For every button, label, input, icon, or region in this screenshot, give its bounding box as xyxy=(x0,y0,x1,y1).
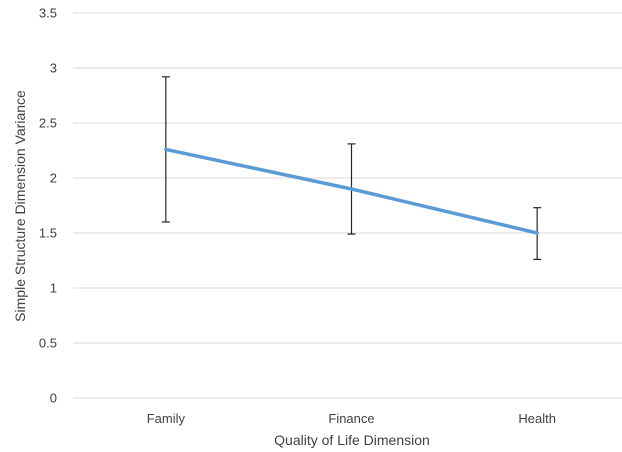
y-tick-label: 3.5 xyxy=(39,6,57,21)
y-tick-label: 3 xyxy=(50,61,57,76)
x-axis-tick-labels: Family Finance Health xyxy=(147,411,556,426)
x-tick-label: Health xyxy=(518,411,556,426)
y-tick-label: 0 xyxy=(50,391,57,406)
y-tick-label: 0.5 xyxy=(39,336,57,351)
data-point xyxy=(350,187,353,191)
y-tick-label: 2.5 xyxy=(39,116,57,131)
error-bars xyxy=(161,76,542,260)
y-tick-label: 1.5 xyxy=(39,226,57,241)
x-axis-title: Quality of Life Dimension xyxy=(274,432,430,448)
y-tick-label: 2 xyxy=(50,171,57,186)
y-axis-tick-labels: 0 0.5 1 1.5 2 2.5 3 3.5 xyxy=(39,6,57,406)
gridlines xyxy=(73,12,622,399)
data-point xyxy=(164,147,168,151)
y-tick-label: 1 xyxy=(50,281,57,296)
series-lines xyxy=(164,147,539,235)
x-tick-label: Finance xyxy=(328,411,374,426)
y-axis-title: Simple Structure Dimension Variance xyxy=(12,90,28,322)
x-tick-label: Family xyxy=(147,411,186,426)
data-point xyxy=(535,231,539,235)
